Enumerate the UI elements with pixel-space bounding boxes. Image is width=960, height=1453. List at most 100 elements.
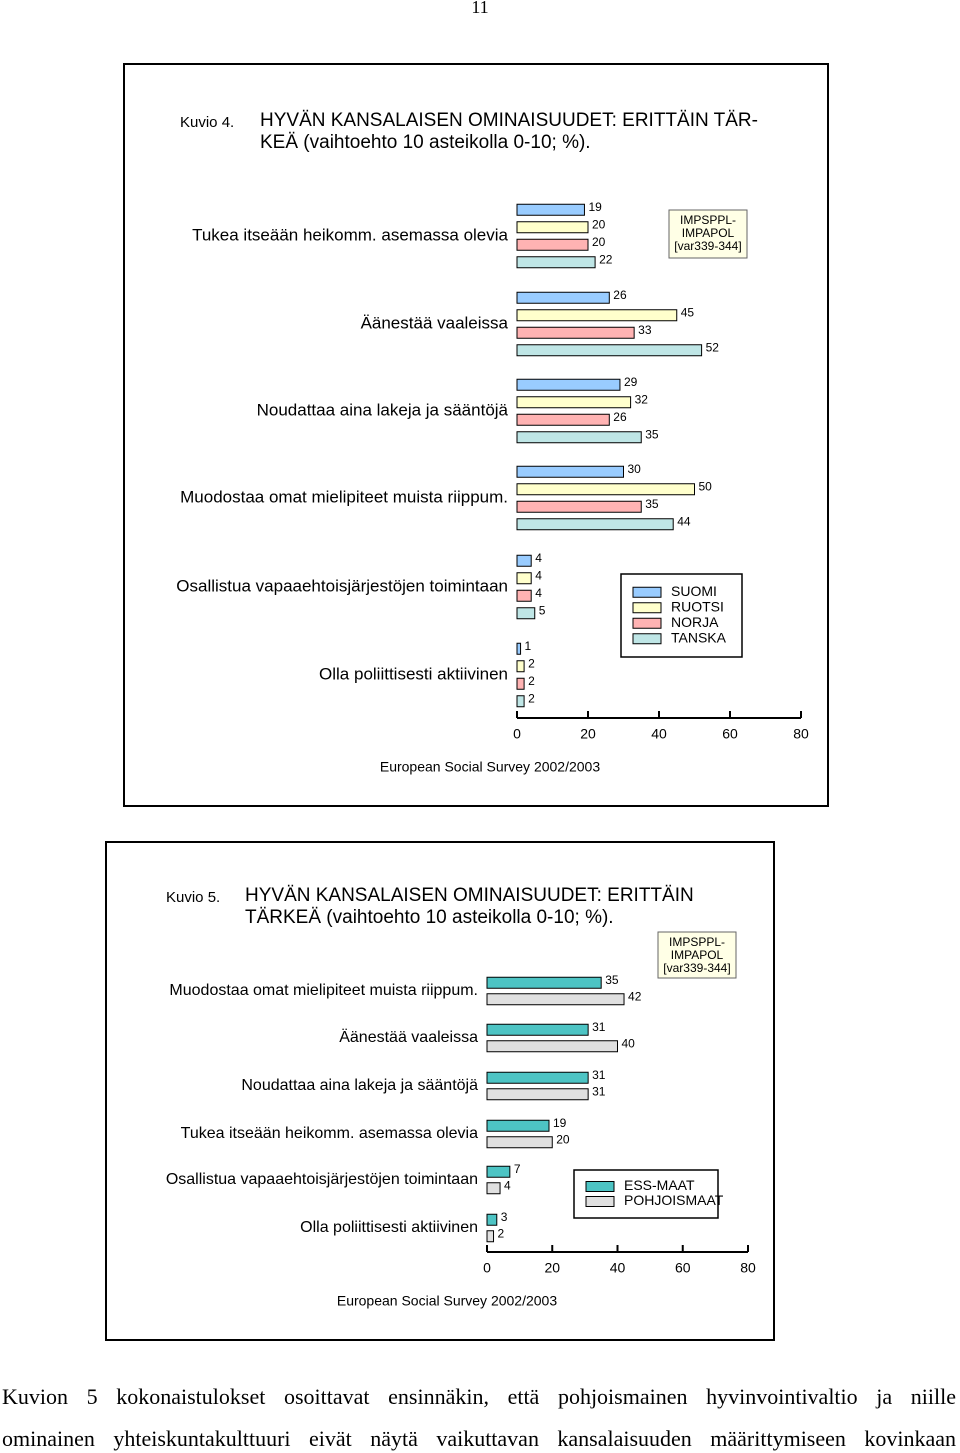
value-label: 1 xyxy=(525,639,532,653)
value-label: 4 xyxy=(535,586,542,600)
bar xyxy=(516,660,525,673)
value-label: 4 xyxy=(535,551,542,565)
value-label: 35 xyxy=(645,497,659,511)
value-label: 4 xyxy=(504,1178,511,1192)
figure-label: Kuvio 4. xyxy=(180,114,234,131)
value-label: 2 xyxy=(528,656,535,670)
value-label: 29 xyxy=(624,375,638,389)
value-label: 20 xyxy=(592,217,606,231)
figure-frame xyxy=(105,841,775,1341)
x-tick-label: 0 xyxy=(513,726,521,742)
x-tick-label: 40 xyxy=(610,1260,626,1276)
category-label: Olla poliittisesti aktiivinen xyxy=(319,664,508,683)
category-label: Tukea itseään heikomm. asemassa olevia xyxy=(192,225,508,244)
value-label: 31 xyxy=(592,1068,606,1082)
legend-label: TANSKA xyxy=(671,629,727,645)
value-label: 5 xyxy=(539,603,546,617)
figure-frame xyxy=(123,63,829,807)
bar xyxy=(516,256,596,269)
value-label: 2 xyxy=(528,674,535,688)
bar xyxy=(486,993,625,1006)
value-label: 50 xyxy=(699,479,713,493)
annotation: IMPAPOL xyxy=(682,226,735,240)
category-label: Osallistua vapaaehtoisjärjestöjen toimin… xyxy=(166,1171,478,1188)
annotation-box xyxy=(668,209,748,259)
bar xyxy=(516,500,642,513)
value-label: 4 xyxy=(535,568,542,582)
bar xyxy=(516,607,536,620)
category-label: Äänestää vaaleissa xyxy=(361,313,509,332)
category-label: Äänestää vaaleissa xyxy=(339,1028,478,1046)
annotation: IMPAPOL xyxy=(671,948,724,962)
source-note: European Social Survey 2002/2003 xyxy=(337,1293,557,1309)
bar xyxy=(516,413,610,426)
bar xyxy=(516,396,632,409)
figure-label: Kuvio 5. xyxy=(166,889,220,906)
legend-swatch xyxy=(585,1181,615,1192)
bar xyxy=(516,309,678,322)
bar xyxy=(516,572,532,585)
value-label: 42 xyxy=(628,989,642,1003)
bar xyxy=(516,203,585,216)
bar xyxy=(516,589,532,602)
value-label: 2 xyxy=(498,1226,505,1240)
bar xyxy=(486,1088,589,1101)
value-label: 45 xyxy=(681,305,695,319)
bar xyxy=(486,1136,553,1149)
legend-label: POHJOISMAAT xyxy=(624,1192,724,1208)
value-label: 33 xyxy=(638,323,652,337)
bar xyxy=(486,1119,550,1132)
value-label: 31 xyxy=(592,1084,606,1098)
legend-label: ESS-MAAT xyxy=(624,1177,695,1193)
legend-swatch xyxy=(632,633,662,645)
bar xyxy=(516,344,703,357)
bar xyxy=(516,483,695,496)
category-label: Olla poliittisesti aktiivinen xyxy=(300,1219,478,1236)
bar xyxy=(516,677,525,690)
bar xyxy=(516,221,589,234)
annotation: IMPSPPL- xyxy=(680,213,736,227)
body-text-line: Kuvion 5 kokonaistulokset osoittavat ens… xyxy=(2,1384,956,1409)
value-label: 31 xyxy=(592,1020,606,1034)
x-tick-label: 60 xyxy=(675,1260,691,1276)
value-label: 20 xyxy=(592,235,606,249)
value-label: 35 xyxy=(645,427,659,441)
value-label: 52 xyxy=(706,340,720,354)
bar xyxy=(516,291,610,304)
legend-label: RUOTSI xyxy=(671,598,724,614)
category-label: Muodostaa omat mielipiteet muista riippu… xyxy=(169,982,478,999)
annotation: [var339-344] xyxy=(663,961,730,975)
value-label: 3 xyxy=(501,1210,508,1224)
bar xyxy=(486,1230,495,1243)
value-label: 22 xyxy=(599,252,613,266)
bar xyxy=(486,1023,589,1036)
legend-label: NORJA xyxy=(671,614,719,630)
bar xyxy=(516,431,642,444)
page-number: 11 xyxy=(471,0,488,17)
bar xyxy=(486,976,602,989)
value-label: 40 xyxy=(622,1036,636,1050)
chart-title: KEÄ (vaihtoehto 10 asteikolla 0-10; %). xyxy=(260,132,591,153)
bar xyxy=(516,378,621,391)
value-label: 26 xyxy=(613,410,627,424)
category-label: Muodostaa omat mielipiteet muista riippu… xyxy=(180,487,508,506)
legend-label: SUOMI xyxy=(671,583,717,599)
bar xyxy=(486,1182,501,1195)
x-tick-label: 60 xyxy=(722,726,738,742)
value-label: 19 xyxy=(588,200,602,214)
annotation: IMPSPPL- xyxy=(669,935,725,949)
bar xyxy=(486,1071,589,1084)
legend-swatch xyxy=(585,1196,615,1207)
legend-box xyxy=(573,1169,719,1219)
value-label: 26 xyxy=(613,288,627,302)
category-label: Tukea itseään heikomm. asemassa olevia xyxy=(181,1125,478,1142)
x-tick-label: 20 xyxy=(544,1260,560,1276)
value-label: 44 xyxy=(677,514,691,528)
bar xyxy=(516,695,525,708)
x-tick-label: 80 xyxy=(740,1260,756,1276)
chart-title: HYVÄN KANSALAISEN OMINAISUUDET: ERITTÄIN… xyxy=(260,110,758,131)
bar xyxy=(486,1213,498,1226)
legend-swatch xyxy=(632,617,662,629)
